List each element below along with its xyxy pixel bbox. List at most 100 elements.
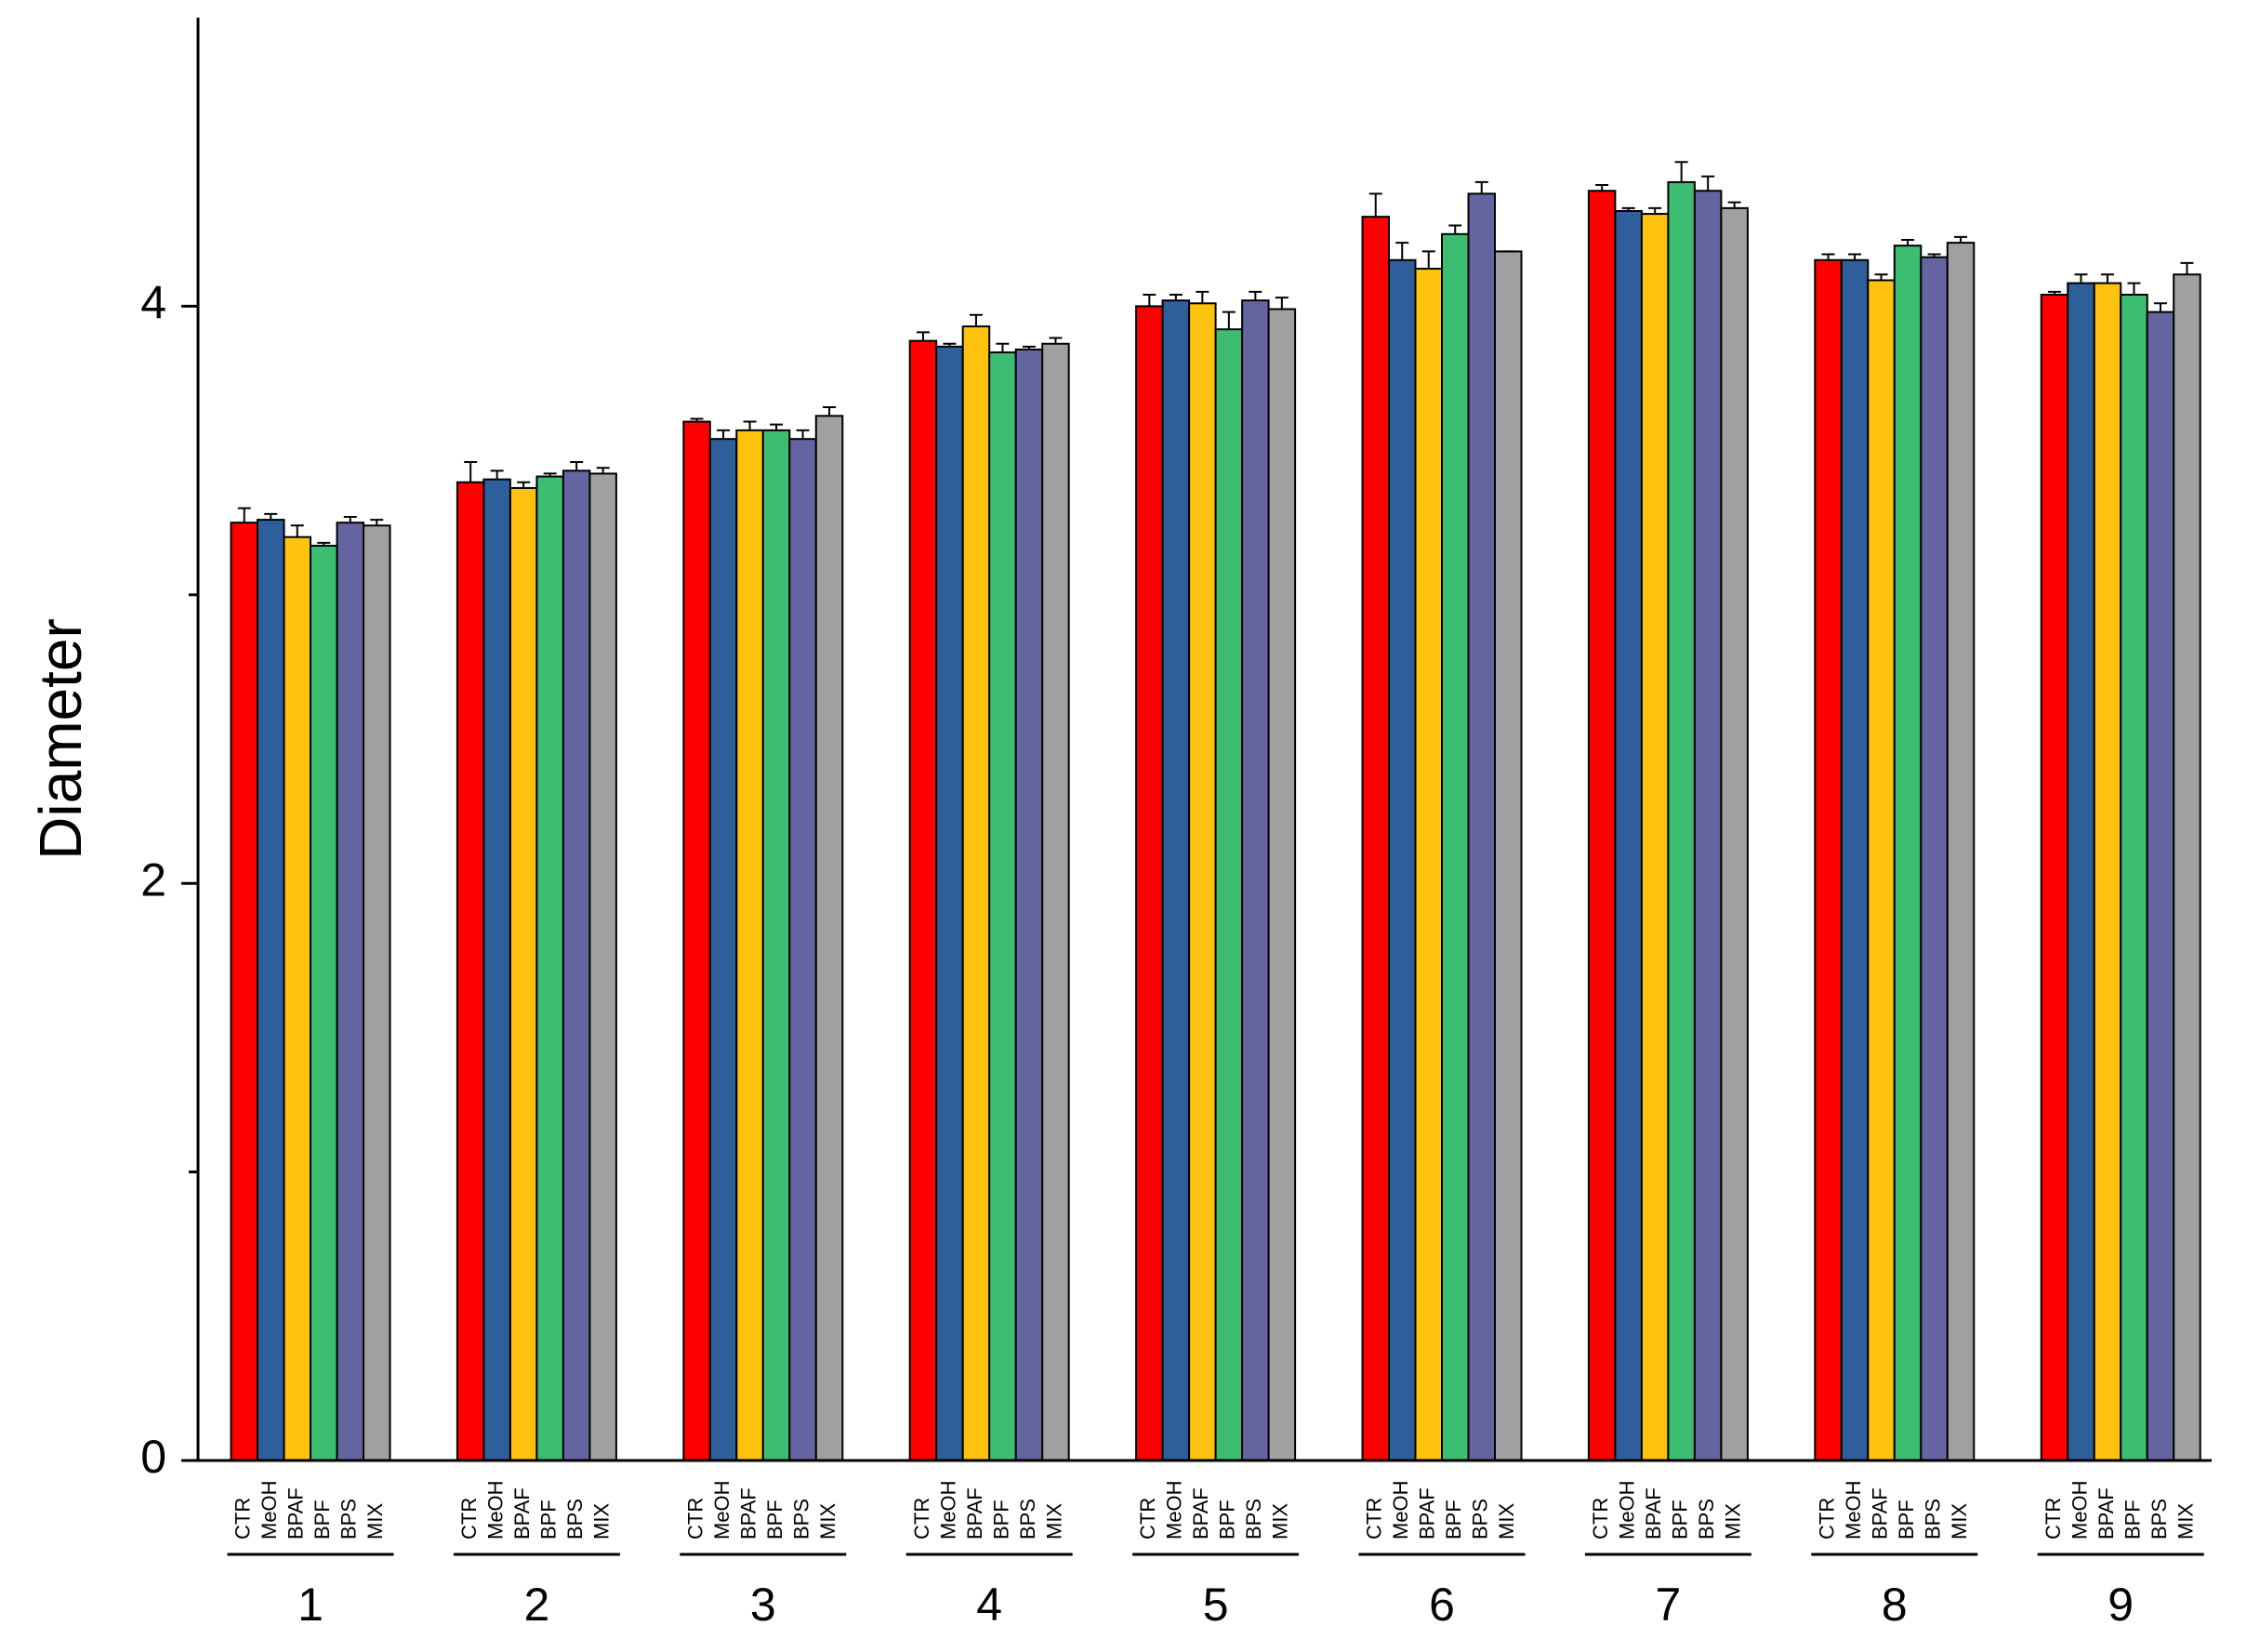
error-bar [1727, 201, 1741, 208]
error-bar [1595, 184, 1609, 192]
bar [735, 429, 764, 1462]
series-label: BPAF [2095, 1487, 2118, 1540]
bar [788, 438, 817, 1462]
series-label: MeOH [1842, 1480, 1865, 1540]
error-bar [1927, 253, 1941, 258]
bar [482, 478, 511, 1461]
x-tick-label: 3 [750, 1579, 776, 1631]
bar [1214, 328, 1244, 1461]
bar [2120, 293, 2148, 1461]
series-label: CTR [231, 1498, 255, 1540]
bar [961, 325, 991, 1461]
series-label: BPAF [284, 1487, 308, 1540]
bar [1867, 279, 1896, 1461]
series-label: BPF [763, 1500, 786, 1540]
error-bar [1395, 242, 1409, 260]
error-bar [370, 519, 384, 526]
series-label: CTR [457, 1498, 481, 1540]
series-label: BPS [1695, 1499, 1718, 1540]
error-bar [596, 467, 610, 474]
series-label: MIX [589, 1503, 613, 1540]
x-tick-label: 7 [1655, 1579, 1681, 1631]
series-label: BPAF [510, 1487, 534, 1540]
error-bar [317, 541, 331, 547]
bar [682, 420, 711, 1461]
error-bar [2153, 302, 2167, 312]
bar [814, 415, 844, 1461]
series-label: CTR [683, 1498, 707, 1540]
bar [1693, 190, 1723, 1462]
x-tick-label: 2 [523, 1579, 549, 1631]
error-bar [343, 515, 357, 523]
bar [1041, 342, 1070, 1462]
bar [1414, 268, 1443, 1462]
series-label: MeOH [936, 1480, 959, 1540]
series-label: MIX [1721, 1503, 1744, 1540]
bar [1494, 250, 1523, 1462]
error-bar [1474, 180, 1488, 194]
series-label: CTR [910, 1498, 933, 1540]
bar [1014, 348, 1044, 1462]
error-bar [770, 423, 784, 430]
error-bar [969, 313, 983, 327]
bar [1814, 258, 1843, 1462]
error-bar [517, 481, 531, 488]
error-bar [996, 342, 1010, 353]
error-bar [2074, 273, 2088, 284]
bar [2093, 282, 2122, 1461]
bar [1135, 305, 1164, 1461]
bar [230, 522, 258, 1461]
error-bar [2180, 261, 2194, 275]
series-label: CTR [1815, 1498, 1838, 1540]
error-bar [1954, 235, 1968, 244]
bar [257, 519, 285, 1461]
series-label: BPS [1469, 1499, 1492, 1540]
series-label: CTR [1589, 1498, 1612, 1540]
series-label: BPAF [1868, 1487, 1891, 1540]
series-label: BPF [2121, 1500, 2144, 1540]
bar [708, 438, 738, 1462]
error-bar [1222, 311, 1236, 330]
error-bar [1049, 337, 1063, 344]
error-bar [1448, 224, 1462, 234]
bar [336, 522, 364, 1461]
bar [456, 481, 485, 1461]
error-bar [490, 469, 504, 480]
x-tick-label: 9 [2108, 1579, 2134, 1631]
error-bar [796, 429, 810, 440]
bar [1587, 190, 1617, 1462]
bar [1188, 302, 1217, 1461]
series-label: BPS [1016, 1499, 1039, 1540]
bar [1920, 256, 1949, 1462]
y-tick-label: 4 [140, 277, 166, 329]
bar [588, 472, 617, 1461]
error-bar [1421, 250, 1435, 270]
bar [1614, 209, 1643, 1461]
error-bar [290, 524, 304, 537]
error-bar [264, 512, 278, 521]
bar [1361, 216, 1390, 1461]
error-bar [717, 429, 731, 440]
error-bar [1196, 290, 1209, 304]
bar [1946, 242, 1976, 1461]
series-label: MIX [816, 1503, 839, 1540]
series-label: BPS [2148, 1499, 2171, 1540]
bar [363, 524, 391, 1461]
x-tick-label: 6 [1429, 1579, 1455, 1631]
bar [2173, 273, 2201, 1462]
x-tick-label: 1 [297, 1579, 324, 1631]
series-label: CTR [1363, 1498, 1386, 1540]
series-label: BPAF [1189, 1487, 1212, 1540]
series-label: MIX [1042, 1503, 1065, 1540]
series-label: MIX [1495, 1503, 1518, 1540]
series-label: MeOH [1163, 1480, 1186, 1540]
error-bar [943, 342, 957, 347]
bar [1161, 299, 1191, 1461]
x-tick-label: 4 [976, 1579, 1002, 1631]
series-label: MeOH [1389, 1480, 1412, 1540]
series-label: BPF [1442, 1500, 1465, 1540]
error-bar [1701, 175, 1715, 192]
series-label: BPS [1242, 1499, 1265, 1540]
error-bar [1674, 161, 1688, 182]
